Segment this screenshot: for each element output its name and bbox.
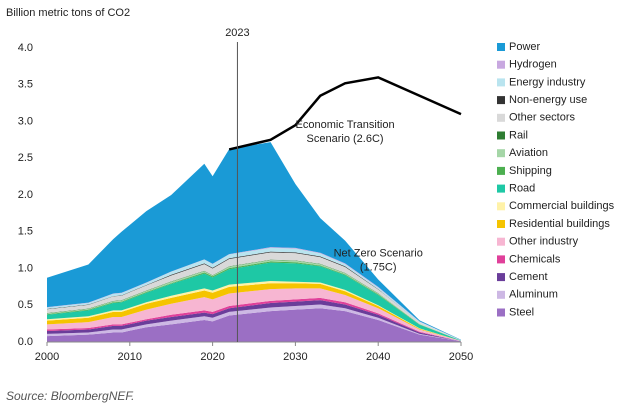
- legend-swatch: [497, 308, 505, 317]
- legend-swatch: [497, 78, 505, 87]
- legend-label: Cement: [509, 271, 548, 283]
- legend-swatch: [497, 149, 505, 158]
- y-tick-label: 1.0: [18, 262, 33, 274]
- legend-label: Other industry: [509, 236, 579, 248]
- area: [47, 280, 461, 341]
- scenario-line: [228, 76, 462, 151]
- legend-swatch: [497, 255, 505, 264]
- legend-swatch: [497, 184, 505, 193]
- area: [47, 252, 461, 341]
- legend-label: Hydrogen: [509, 59, 557, 71]
- legend-label: Shipping: [509, 165, 552, 177]
- area: [47, 300, 461, 342]
- area: [47, 308, 461, 342]
- legend-label: Energy industry: [509, 76, 586, 88]
- y-tick-label: 4.0: [18, 42, 33, 54]
- legend-swatch: [497, 237, 505, 246]
- legend-label: Other sectors: [509, 112, 576, 124]
- legend-swatch: [497, 290, 505, 299]
- x-tick-label: 2050: [449, 351, 473, 363]
- annotation: (1.75C): [360, 262, 397, 274]
- area: [47, 288, 461, 342]
- x-tick-label: 2030: [283, 351, 307, 363]
- x-tick-label: 2040: [366, 351, 390, 363]
- y-tick-label: 2.0: [18, 189, 33, 201]
- legend-swatch: [497, 43, 505, 51]
- legend-swatch: [497, 113, 505, 122]
- annotation: Net Zero Scenario: [334, 248, 423, 260]
- x-tick-label: 2020: [200, 351, 224, 363]
- legend-label: Residential buildings: [509, 218, 610, 230]
- legend-swatch: [497, 220, 505, 228]
- annotation: Scenario (2.6C): [307, 133, 384, 145]
- area: [47, 142, 461, 341]
- legend-label: Steel: [509, 306, 534, 318]
- source: Source: BloombergNEF.: [6, 389, 135, 403]
- y-axis-label: Billion metric tons of CO2: [6, 7, 130, 19]
- area: [47, 304, 461, 342]
- year-marker-label: 2023: [225, 27, 249, 39]
- legend-swatch: [497, 166, 505, 175]
- legend-swatch: [497, 60, 505, 69]
- legend-label: Power: [509, 41, 541, 53]
- y-tick-label: 1.5: [18, 226, 33, 238]
- x-tick-label: 2010: [118, 351, 142, 363]
- annotation: Economic Transition: [296, 119, 395, 131]
- area: [47, 283, 461, 341]
- legend-label: Aviation: [509, 147, 548, 159]
- legend-swatch: [497, 273, 505, 282]
- y-tick-label: 3.5: [18, 79, 33, 91]
- y-tick-label: 0.0: [18, 336, 33, 348]
- legend-label: Aluminum: [509, 289, 558, 301]
- legend-swatch: [497, 131, 505, 140]
- legend-swatch: [497, 202, 505, 211]
- x-tick-label: 2000: [35, 351, 59, 363]
- legend-label: Non-energy use: [509, 94, 587, 106]
- legend-label: Rail: [509, 129, 528, 141]
- legend-swatch: [497, 96, 505, 105]
- y-tick-label: 3.0: [18, 115, 33, 127]
- y-tick-label: 0.5: [18, 299, 33, 311]
- legend-label: Commercial buildings: [509, 200, 615, 212]
- area: [47, 262, 461, 341]
- legend-label: Chemicals: [509, 253, 561, 265]
- y-tick-label: 2.5: [18, 152, 33, 164]
- legend-label: Road: [509, 183, 535, 195]
